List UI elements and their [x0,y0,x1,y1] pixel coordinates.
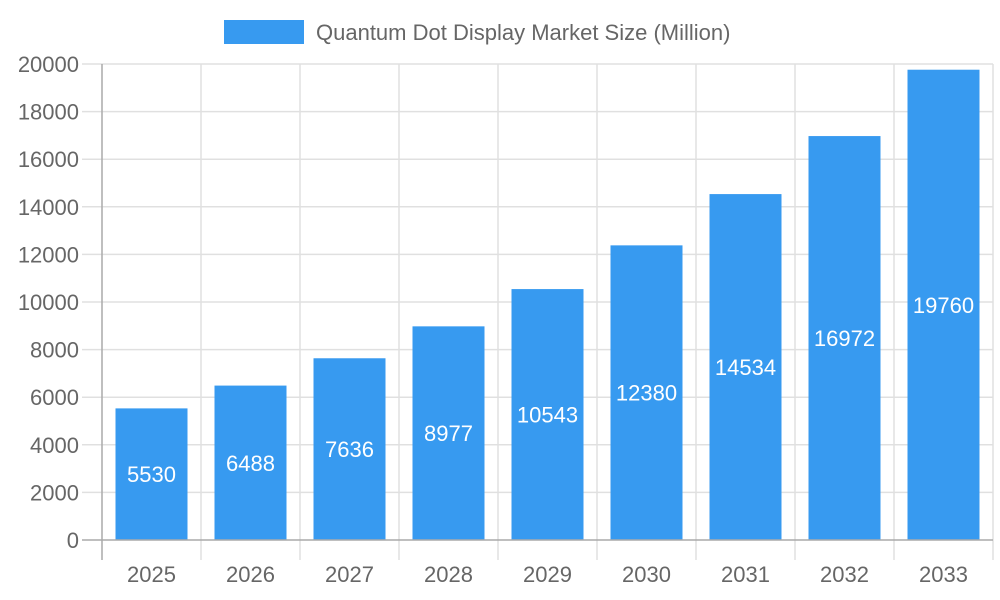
axes: 0 2000 4000 6000 8000 10000 12000 14000 16000 180… [18,52,993,587]
y-tick-label: 2000 [30,480,79,505]
bar-2031 [709,194,782,540]
y-tick-label: 6000 [30,385,79,410]
legend-swatch [224,20,304,44]
y-tick-label: 8000 [30,338,79,363]
y-tick-label: 20000 [18,52,79,77]
x-tick-label: 2031 [721,562,770,587]
y-tick-label: 0 [67,528,79,553]
y-tick-label: 4000 [30,433,79,458]
y-tick-label: 16000 [18,147,79,172]
x-tick-label: 2030 [622,562,671,587]
data-label: 10543 [517,403,578,428]
y-tick-label: 14000 [18,195,79,220]
bar-2032 [808,136,881,540]
y-tick-label: 10000 [18,290,79,315]
x-tick-label: 2033 [919,562,968,587]
data-label: 12380 [616,381,677,406]
data-label: 6488 [226,451,275,476]
data-label: 16972 [814,326,875,351]
bar-2030 [610,245,683,540]
y-tick-label: 12000 [18,242,79,267]
bar-2027 [313,358,386,540]
legend-label: Quantum Dot Display Market Size (Million… [316,20,730,45]
data-label: 14534 [715,355,776,380]
x-tick-label: 2032 [820,562,869,587]
bar-2025 [115,408,188,540]
data-label: 7636 [325,437,374,462]
x-tick-label: 2028 [424,562,473,587]
x-tick-label: 2025 [127,562,176,587]
y-tick-label: 18000 [18,100,79,125]
bar-2026 [214,385,287,540]
bar-2029 [511,289,584,540]
x-tick-label: 2026 [226,562,275,587]
x-tick-label: 2027 [325,562,374,587]
bar-2033 [907,69,980,540]
bars: 5530 6488 7636 8977 10543 12380 14534 16972 1976… [115,69,980,540]
data-label: 19760 [913,293,974,318]
data-label: 8977 [424,421,473,446]
bar-2028 [412,326,485,540]
legend[interactable]: Quantum Dot Display Market Size (Million… [224,20,730,45]
x-tick-label: 2029 [523,562,572,587]
data-label: 5530 [127,462,176,487]
